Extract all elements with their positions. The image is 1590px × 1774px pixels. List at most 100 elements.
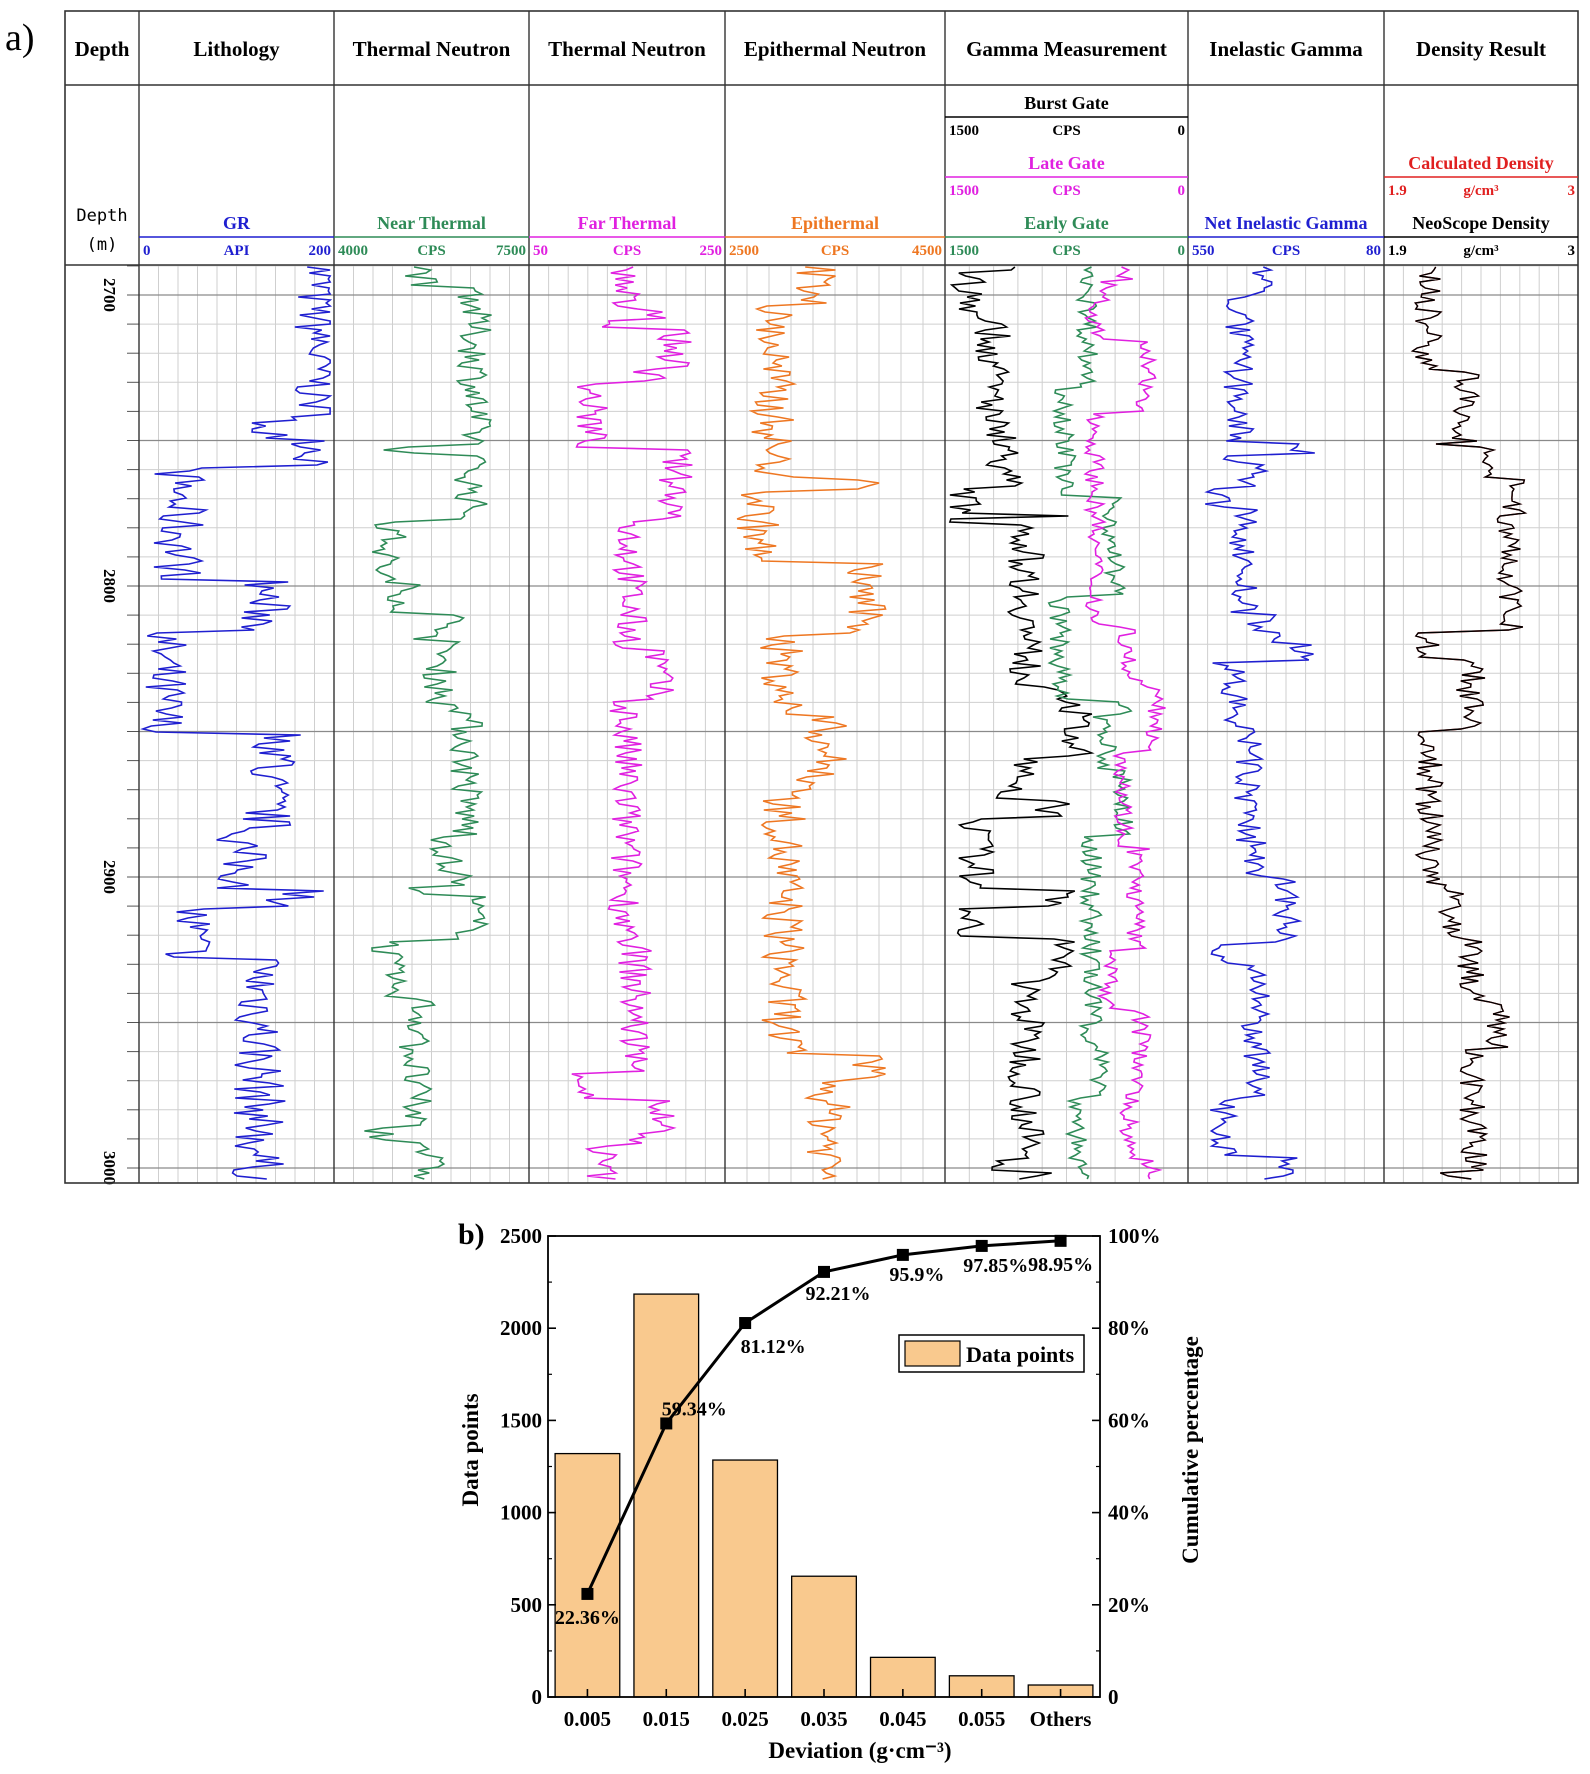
curve-min: 4000 (338, 243, 368, 259)
legend: Data points (898, 1334, 1085, 1373)
curve-unit: g/cm³ (1463, 243, 1499, 259)
cumulative-label: 59.34% (662, 1398, 727, 1420)
track-title: Thermal Neutron (353, 37, 511, 61)
depth-label: Depth (76, 206, 127, 226)
curve-max: 7500 (496, 243, 526, 259)
curve-unit: API (224, 243, 250, 259)
curve-min: 0 (143, 243, 151, 259)
depth-tick-label: 3000 (100, 1151, 119, 1185)
cumulative-label: 98.95% (1028, 1254, 1093, 1276)
curve-name: Burst Gate (1024, 93, 1109, 113)
track-title: Epithermal Neutron (744, 37, 927, 61)
x-tick-label: 0.015 (643, 1707, 690, 1731)
y2-tick-label: 40% (1108, 1501, 1150, 1525)
x-tick-label: 0.045 (879, 1707, 926, 1731)
x-tick-label: Others (1030, 1707, 1092, 1731)
curve-max: 4500 (912, 243, 942, 259)
curve-unit: CPS (1052, 123, 1080, 139)
curve-min: 50 (533, 243, 548, 259)
calculated-density-trace (1410, 266, 1528, 1180)
cumulative-marker (1054, 1234, 1067, 1247)
x-tick-label: 0.025 (722, 1707, 769, 1731)
curve-name: Early Gate (1024, 213, 1108, 233)
cumulative-label: 81.12% (741, 1336, 806, 1358)
y2-tick-label: 60% (1108, 1408, 1150, 1432)
curve-unit: CPS (1272, 243, 1300, 259)
histogram-bars (554, 1293, 1094, 1698)
y2-tick-label: 100% (1108, 1224, 1161, 1248)
curve-min: 2500 (729, 243, 759, 259)
cumulative-marker (818, 1265, 830, 1278)
y-tick-label: 1500 (500, 1408, 542, 1432)
curve-unit: CPS (417, 243, 445, 259)
y-tick-label: 2000 (500, 1316, 542, 1340)
track-title-depth: Depth (75, 37, 130, 61)
cumulative-label: 95.9% (889, 1264, 944, 1286)
y-tick-label: 2500 (500, 1224, 542, 1248)
track-title: Inelastic Gamma (1209, 37, 1363, 61)
bar-0.005 (554, 1452, 621, 1698)
curve-min: 1500 (949, 183, 979, 199)
curve-max: 250 (700, 243, 723, 259)
curve-max: 80 (1366, 243, 1381, 259)
curve-unit: CPS (1052, 243, 1080, 259)
legend-label: Data points (966, 1342, 1075, 1367)
curve-min: 1500 (949, 123, 979, 139)
curve-min: 1500 (949, 243, 979, 259)
y2-tick-label: 80% (1108, 1316, 1150, 1340)
depth-tick-label: 2700 (100, 278, 119, 312)
log-headers: Depth Depth (m) Lithology Thermal Neutron The… (75, 37, 1578, 259)
depth-tick-label: 2800 (100, 569, 119, 603)
curve-min: 1.9 (1388, 183, 1407, 199)
y-axis-label: Data points (458, 1393, 483, 1506)
depth-unit: (m) (87, 235, 118, 255)
late-gate-trace (1082, 266, 1166, 1180)
burst-gate-trace (948, 266, 1095, 1180)
gr-trace (140, 266, 333, 1180)
cumulative-marker (975, 1239, 988, 1252)
curve-name: Late Gate (1028, 153, 1104, 173)
far-thermal-trace (571, 266, 693, 1180)
x-tick-label: 0.005 (564, 1707, 611, 1731)
y-tick-label: 0 (532, 1685, 543, 1709)
near-thermal-trace (364, 266, 492, 1180)
y2-axis-label: Cumulative percentage (1178, 1336, 1203, 1564)
log-border (64, 10, 1579, 1184)
cumulative-label: 22.36% (555, 1607, 620, 1629)
x-axis-label: Deviation (g·cm⁻³) (768, 1738, 951, 1763)
curve-unit: CPS (1052, 183, 1080, 199)
panel-a-label: a) (5, 17, 35, 59)
log-curves (140, 266, 1528, 1180)
curve-min: 550 (1192, 243, 1215, 259)
y2-tick-label: 20% (1108, 1593, 1150, 1617)
curve-name: Calculated Density (1408, 153, 1554, 173)
curve-name: Far Thermal (578, 213, 677, 233)
curve-max: 200 (309, 243, 332, 259)
inelastic-gamma-trace (1204, 266, 1315, 1180)
cumulative-marker (581, 1587, 594, 1600)
track-title: Thermal Neutron (548, 37, 706, 61)
panel-b-label: b) (458, 1218, 485, 1251)
histogram-panel: b) 0 500 1000 1500 2000 2500 0 20% 40% 60% 80% 100%… (458, 1218, 1203, 1763)
cumulative-label: 97.85% (963, 1255, 1028, 1277)
log-frame (64, 10, 1579, 1184)
curve-max: 0 (1178, 183, 1186, 199)
curve-min: 1.9 (1388, 243, 1407, 259)
y-tick-label: 500 (511, 1593, 543, 1617)
epithermal-trace (736, 266, 887, 1180)
curve-unit: g/cm³ (1463, 183, 1499, 199)
curve-max: 3 (1568, 243, 1576, 259)
curve-name: NeoScope Density (1412, 213, 1550, 233)
neoscope-density-trace (1410, 266, 1528, 1180)
curve-name: Epithermal (791, 213, 879, 233)
curve-max: 0 (1178, 123, 1186, 139)
cumulative-label: 92.21% (806, 1283, 871, 1305)
y-tick-label: 1000 (500, 1501, 542, 1525)
curve-name: GR (223, 213, 251, 233)
cumulative-marker (896, 1248, 909, 1261)
curve-max: 3 (1568, 183, 1576, 199)
log-grid: 2700 2800 2900 3000 (100, 265, 1578, 1185)
